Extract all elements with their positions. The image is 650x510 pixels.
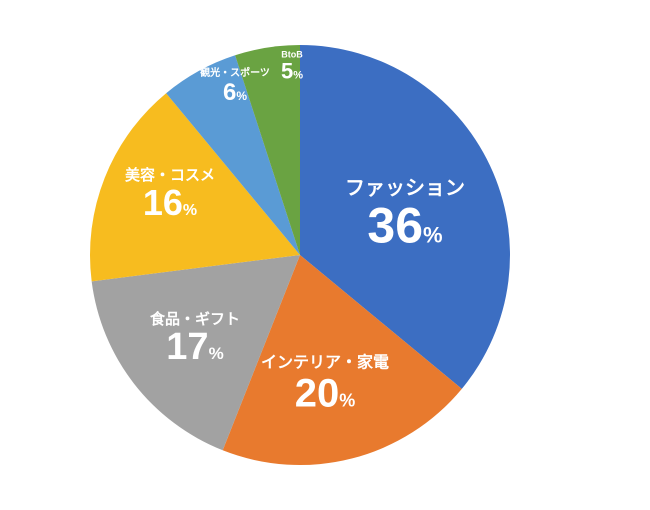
pie-chart: ファッション36%インテリア・家電20%食品・ギフト17%美容・コスメ16%観光…: [0, 0, 650, 510]
pie-svg: [0, 0, 650, 510]
